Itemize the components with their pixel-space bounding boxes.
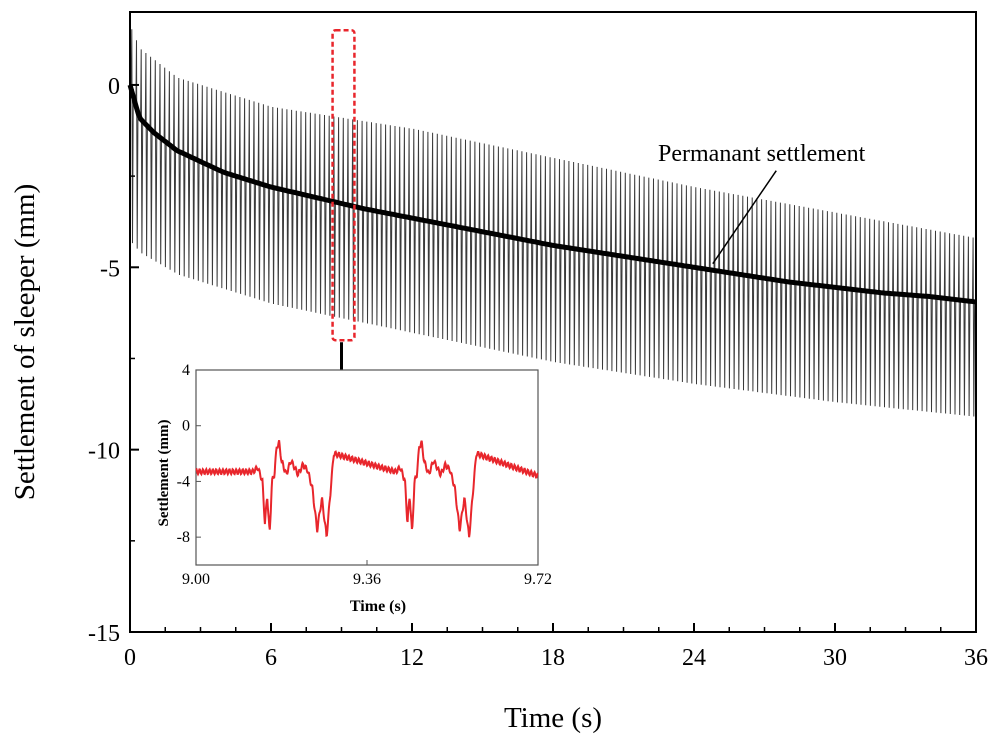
main-x-axis-label: Time (s)	[504, 702, 602, 734]
main-y-axis-label: Settlement of sleeper (mm)	[9, 184, 41, 500]
main-x-tick-label-0: 0	[124, 645, 136, 671]
inset-y-tick-label-4: 4	[182, 362, 190, 379]
inset-plot: Time (s) Settlement (mm) 9.00 9.36 9.72 4 0 -…	[156, 362, 552, 615]
main-x-tick-label-12: 12	[400, 645, 424, 671]
dynamic-response-series	[130, 29, 976, 417]
main-y-tick-label-0: 0	[108, 74, 120, 100]
main-x-tick-label-6: 6	[265, 645, 277, 671]
inset-y-tick-label-0: 0	[182, 418, 190, 435]
main-y-tick-label--10: -10	[88, 439, 120, 465]
zoom-highlight-box	[331, 28, 356, 342]
annotation-leader-line	[712, 170, 777, 265]
inset-y-tick-label--8: -8	[177, 529, 190, 546]
inset-settlement-series	[195, 439, 539, 538]
inset-plot-frame	[195, 369, 539, 566]
main-x-tick-label-18: 18	[541, 645, 565, 671]
inset-x-tick-label-9.72: 9.72	[524, 571, 552, 588]
main-x-tick-label-24: 24	[682, 645, 706, 671]
inset-x-tick-label-9.00: 9.00	[182, 571, 210, 588]
main-x-tick-label-30: 30	[823, 645, 847, 671]
inset-y-tick-label--4: -4	[177, 473, 190, 490]
inset-x-tick-label-9.36: 9.36	[353, 571, 381, 588]
permanent-settlement-series	[127, 84, 977, 305]
main-y-tick-label--15: -15	[88, 621, 120, 647]
annotation-label: Permanant settlement	[658, 141, 866, 167]
main-y-tick-label--5: -5	[100, 256, 120, 282]
inset-x-axis-label: Time (s)	[350, 598, 406, 615]
inset-y-axis-label: Settlement (mm)	[156, 419, 172, 526]
main-x-tick-label-36: 36	[964, 645, 988, 671]
